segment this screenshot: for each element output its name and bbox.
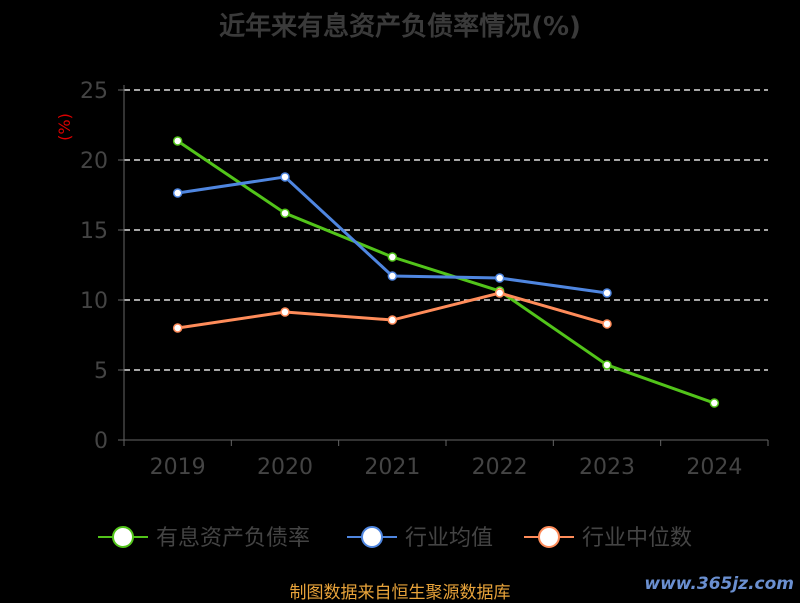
legend-label: 行业均值: [405, 526, 493, 551]
legend-label: 有息资产负债率: [156, 526, 310, 551]
series-line: [176, 139, 715, 405]
legend-label: 行业中位数: [582, 526, 692, 551]
x-tick-label: 2020: [257, 455, 313, 480]
y-tick-label: 15: [80, 219, 108, 244]
data-point: [602, 360, 612, 370]
watermark: www.365jz.com: [644, 574, 794, 594]
legend-marker: [538, 526, 560, 548]
data-point: [494, 273, 505, 283]
data-point: [387, 315, 398, 325]
data-point: [602, 288, 612, 298]
data-point: [172, 323, 183, 333]
data-point: [280, 307, 290, 317]
y-tick-label: 25: [80, 79, 108, 104]
data-point: [602, 319, 612, 329]
data-point: [280, 208, 290, 218]
y-tick-label: 10: [80, 289, 108, 314]
x-tick-label: 2019: [150, 455, 206, 480]
y-axis-label: (%): [55, 113, 74, 141]
data-point: [172, 136, 183, 146]
legend-marker: [112, 526, 134, 548]
data-point: [709, 398, 720, 408]
data-point: [387, 252, 398, 262]
data-point: [387, 271, 398, 281]
x-tick-label: 2022: [472, 455, 528, 480]
y-tick-label: 20: [80, 149, 108, 174]
x-tick-label: 2023: [579, 455, 635, 480]
data-point: [494, 288, 505, 298]
x-tick-label: 2024: [686, 455, 742, 480]
data-point: [280, 172, 290, 182]
legend-marker: [361, 526, 383, 548]
x-tick-label: 2021: [364, 455, 420, 480]
y-tick-label: 5: [94, 359, 108, 384]
chart-title: 近年来有息资产负债率情况(%): [219, 12, 581, 42]
source-note: 制图数据来自恒生聚源数据库: [289, 583, 511, 603]
y-tick-label: 0: [94, 429, 108, 454]
data-point: [172, 188, 183, 198]
